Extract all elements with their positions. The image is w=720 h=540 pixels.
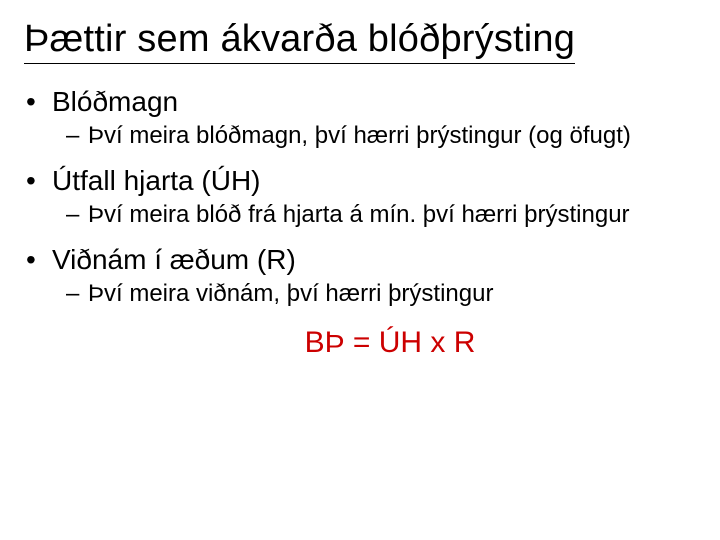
- sub-bullet-list: Því meira viðnám, því hærri þrýstingur: [52, 280, 696, 309]
- formula-text: BÞ = ÚH x R: [24, 326, 696, 360]
- bullet-item: Blóðmagn Því meira blóðmagn, því hærri þ…: [52, 86, 696, 151]
- slide-title-text: Þættir sem ákvarða blóðþrýsting: [24, 18, 575, 64]
- sub-bullet-item: Því meira blóð frá hjarta á mín. því hær…: [88, 201, 696, 230]
- bullet-label: Viðnám í æðum (R): [52, 244, 296, 275]
- sub-bullet-item: Því meira viðnám, því hærri þrýstingur: [88, 280, 696, 309]
- sub-bullet-item: Því meira blóðmagn, því hærri þrýstingur…: [88, 122, 696, 151]
- slide-title: Þættir sem ákvarða blóðþrýsting: [24, 18, 696, 64]
- slide-container: Þættir sem ákvarða blóðþrýsting Blóðmagn…: [0, 0, 720, 540]
- sub-bullet-list: Því meira blóðmagn, því hærri þrýstingur…: [52, 122, 696, 151]
- bullet-item: Viðnám í æðum (R) Því meira viðnám, því …: [52, 244, 696, 309]
- bullet-label: Blóðmagn: [52, 86, 178, 117]
- sub-bullet-list: Því meira blóð frá hjarta á mín. því hær…: [52, 201, 696, 230]
- bullet-item: Útfall hjarta (ÚH) Því meira blóð frá hj…: [52, 165, 696, 230]
- bullet-list: Blóðmagn Því meira blóðmagn, því hærri þ…: [24, 86, 696, 308]
- bullet-label: Útfall hjarta (ÚH): [52, 165, 260, 196]
